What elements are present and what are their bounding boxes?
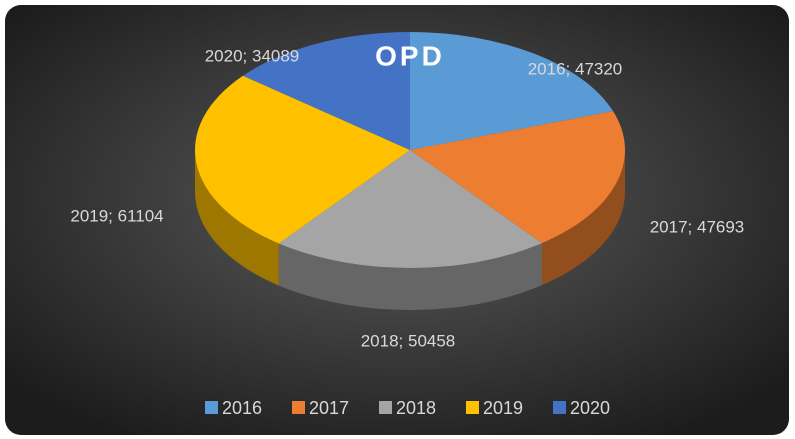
- legend-swatch: [205, 401, 218, 414]
- data-label: 2019; 61104: [70, 206, 163, 225]
- slice-side: [541, 150, 625, 286]
- legend-label: 2017: [309, 398, 349, 418]
- slice: [242, 32, 410, 150]
- slice: [410, 111, 625, 244]
- slice: [278, 150, 542, 268]
- chart-title: OPD: [375, 40, 445, 71]
- slice-side: [278, 243, 542, 310]
- legend-label: 2020: [570, 398, 610, 418]
- legend-swatch: [553, 401, 566, 414]
- pie-tops: [195, 32, 625, 268]
- slice-side: [195, 150, 279, 286]
- pie-sides: [195, 150, 625, 310]
- data-label: 2017; 47693: [650, 217, 745, 236]
- legend-swatch: [292, 401, 305, 414]
- legend-label: 2019: [483, 398, 523, 418]
- data-label: 2018; 50458: [361, 331, 456, 350]
- legend-label: 2016: [222, 398, 262, 418]
- legend-label: 2018: [396, 398, 436, 418]
- slice: [195, 75, 410, 244]
- legend-swatch: [466, 401, 479, 414]
- data-label: 2016; 47320: [528, 59, 623, 78]
- slice: [410, 32, 614, 150]
- data-label: 2020; 34089: [205, 46, 300, 65]
- legend-swatch: [379, 401, 392, 414]
